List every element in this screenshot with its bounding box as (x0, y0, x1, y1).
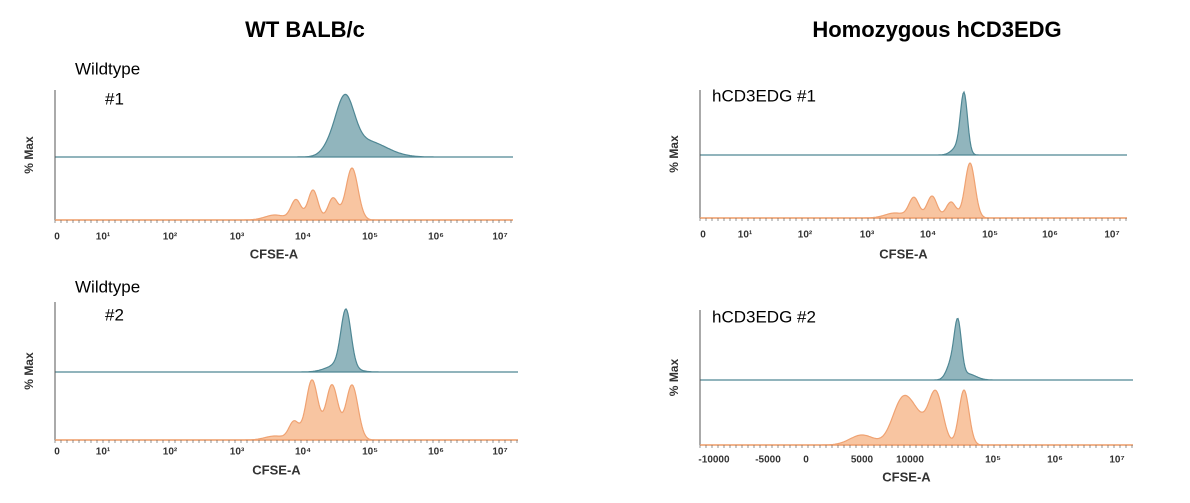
x-tick-label: 10⁵ (982, 230, 998, 241)
histogram-upper (55, 93, 513, 158)
panel-label: hCD3EDG #1 (712, 86, 816, 105)
x-tick-label: 10⁵ (362, 232, 378, 243)
column-title: Homozygous hCD3EDG (812, 17, 1061, 42)
x-tick-label: 10¹ (96, 232, 111, 243)
x-tick-label: 10⁵ (362, 447, 378, 458)
x-tick-label: 10⁷ (1109, 455, 1124, 466)
x-tick-label: -10000 (698, 455, 730, 466)
histogram-upper (700, 90, 1127, 156)
x-tick-label: 10⁴ (295, 232, 311, 243)
x-tick-label: 10³ (230, 447, 245, 458)
x-tick-label: 0 (54, 232, 60, 243)
x-tick-label: 10³ (230, 232, 245, 243)
histogram-lower (55, 379, 518, 441)
x-tick-label: 10⁵ (985, 455, 1001, 466)
x-tick-label: 5000 (851, 455, 874, 466)
y-axis-label: % Max (667, 359, 681, 397)
column-title: WT BALB/c (245, 17, 365, 42)
x-tick-label: 10⁷ (1104, 230, 1119, 241)
x-tick-label: 0 (700, 230, 706, 241)
x-tick-label: 10¹ (96, 447, 111, 458)
x-tick-label: 10⁶ (428, 232, 444, 243)
x-tick-label: 10⁷ (492, 447, 507, 458)
panel-label: Wildtype (75, 59, 140, 78)
x-tick-label: 10⁶ (1047, 455, 1063, 466)
y-axis-label: % Max (22, 352, 36, 390)
panel-label: #2 (105, 305, 124, 324)
x-tick-label: 10⁴ (295, 447, 311, 458)
x-axis-label: CFSE-A (882, 469, 931, 484)
x-tick-label: -5000 (755, 455, 781, 466)
histogram-lower (55, 167, 513, 221)
x-tick-label: 0 (803, 455, 809, 466)
x-tick-label: 10² (163, 232, 178, 243)
x-tick-label: 10⁶ (1042, 230, 1058, 241)
x-axis-label: CFSE-A (879, 246, 928, 261)
panel-label: #1 (105, 89, 124, 108)
x-tick-label: 10² (798, 230, 813, 241)
histogram-upper (700, 317, 1133, 381)
x-tick-label: 10² (163, 447, 178, 458)
y-axis-label: % Max (667, 135, 681, 173)
panel-label: Wildtype (75, 277, 140, 296)
y-axis-label: % Max (22, 136, 36, 174)
x-tick-label: 10⁷ (492, 232, 507, 243)
x-axis-label: CFSE-A (252, 462, 301, 477)
x-tick-label: 10³ (860, 230, 875, 241)
histogram-lower (700, 162, 1127, 219)
x-tick-label: 10¹ (738, 230, 753, 241)
panel-label: hCD3EDG #2 (712, 307, 816, 326)
histogram-lower (700, 389, 1133, 446)
x-axis-label: CFSE-A (250, 246, 299, 261)
histogram-upper (55, 307, 518, 373)
x-tick-label: 0 (54, 447, 60, 458)
x-tick-label: 10⁶ (428, 447, 444, 458)
x-tick-label: 10000 (896, 455, 924, 466)
x-tick-label: 10⁴ (920, 230, 936, 241)
